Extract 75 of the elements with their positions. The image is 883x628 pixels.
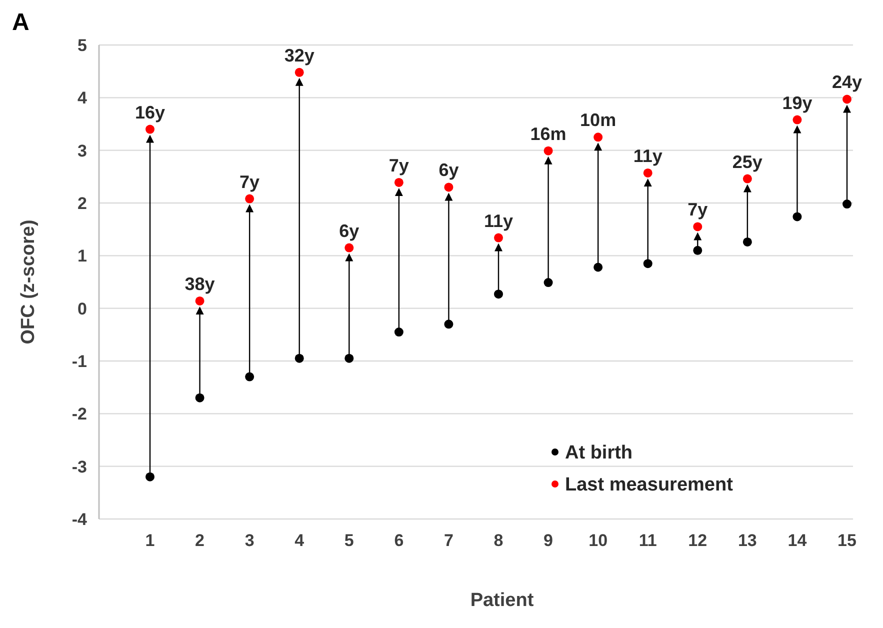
point (544, 278, 553, 288)
x-tick-label: 8 (494, 531, 504, 550)
x-tick-label: 1 (145, 531, 155, 550)
legend-label: Last measurement (565, 474, 734, 496)
legend-label: At birth (565, 442, 633, 464)
x-tick-label: 15 (838, 531, 856, 550)
point (693, 246, 702, 255)
x-tick-label: 9 (544, 531, 554, 550)
x-tick-label: 14 (788, 531, 808, 550)
point (693, 222, 702, 232)
point (294, 354, 304, 363)
annotation: 38y (184, 274, 215, 294)
annotation: 6y (438, 160, 459, 180)
point (792, 115, 802, 124)
annotation: 16y (134, 102, 166, 122)
x-axis-title: Patient (470, 590, 534, 611)
point (792, 212, 802, 222)
y-tick-label: -4 (72, 510, 88, 529)
y-tick-label: 1 (78, 246, 87, 266)
point (643, 168, 652, 178)
point (245, 372, 254, 382)
x-tick-label: 3 (244, 531, 254, 550)
point (195, 296, 204, 306)
point (394, 178, 404, 187)
annotation: 10m (580, 110, 616, 130)
point (742, 237, 752, 246)
annotation: 11y (633, 146, 662, 166)
point (494, 233, 503, 242)
annotation: 19y (782, 92, 812, 113)
point (742, 174, 752, 184)
x-tick-label: 11 (638, 531, 657, 550)
point (195, 393, 204, 402)
annotation: 7y (240, 172, 260, 192)
y-tick-label: -1 (72, 352, 87, 371)
point (394, 328, 404, 337)
x-tick-label: 12 (688, 531, 708, 550)
point (494, 290, 503, 299)
y-axis-title: OFC (z-score) (18, 220, 39, 344)
point (146, 472, 154, 482)
point (643, 259, 652, 268)
point (444, 182, 454, 192)
annotation: 7y (388, 155, 409, 176)
point (842, 94, 852, 104)
point (146, 124, 154, 134)
point (842, 200, 852, 209)
point (594, 132, 603, 142)
annotation: 11y (484, 210, 514, 231)
x-tick-label: 4 (294, 531, 305, 550)
annotation: 25y (732, 152, 762, 172)
annotation: 24y (832, 72, 862, 92)
annotation: 6y (339, 220, 360, 241)
y-tick-label: 3 (78, 141, 87, 160)
point (544, 146, 553, 156)
x-tick-label: 2 (195, 531, 205, 550)
point (344, 243, 354, 252)
y-tick-label: -2 (72, 404, 87, 424)
point (444, 320, 454, 329)
x-tick-label: 7 (444, 531, 454, 550)
annotation: 7y (688, 200, 708, 220)
chart-title: A (12, 9, 30, 36)
x-tick-label: 5 (344, 531, 354, 550)
x-tick-label: 13 (738, 531, 757, 550)
y-tick-label: 0 (78, 299, 87, 318)
point (344, 354, 354, 363)
annotation: 32y (284, 45, 314, 66)
x-tick-label: 6 (394, 531, 404, 550)
y-tick-label: 2 (78, 194, 87, 213)
annotation: 16m (530, 124, 566, 144)
y-tick-label: -3 (72, 457, 87, 476)
point (594, 262, 603, 272)
y-tick-label: 5 (78, 36, 87, 55)
y-tick-label: 4 (78, 88, 88, 108)
point (245, 194, 254, 204)
x-tick-label: 10 (588, 531, 608, 550)
point (294, 68, 304, 77)
